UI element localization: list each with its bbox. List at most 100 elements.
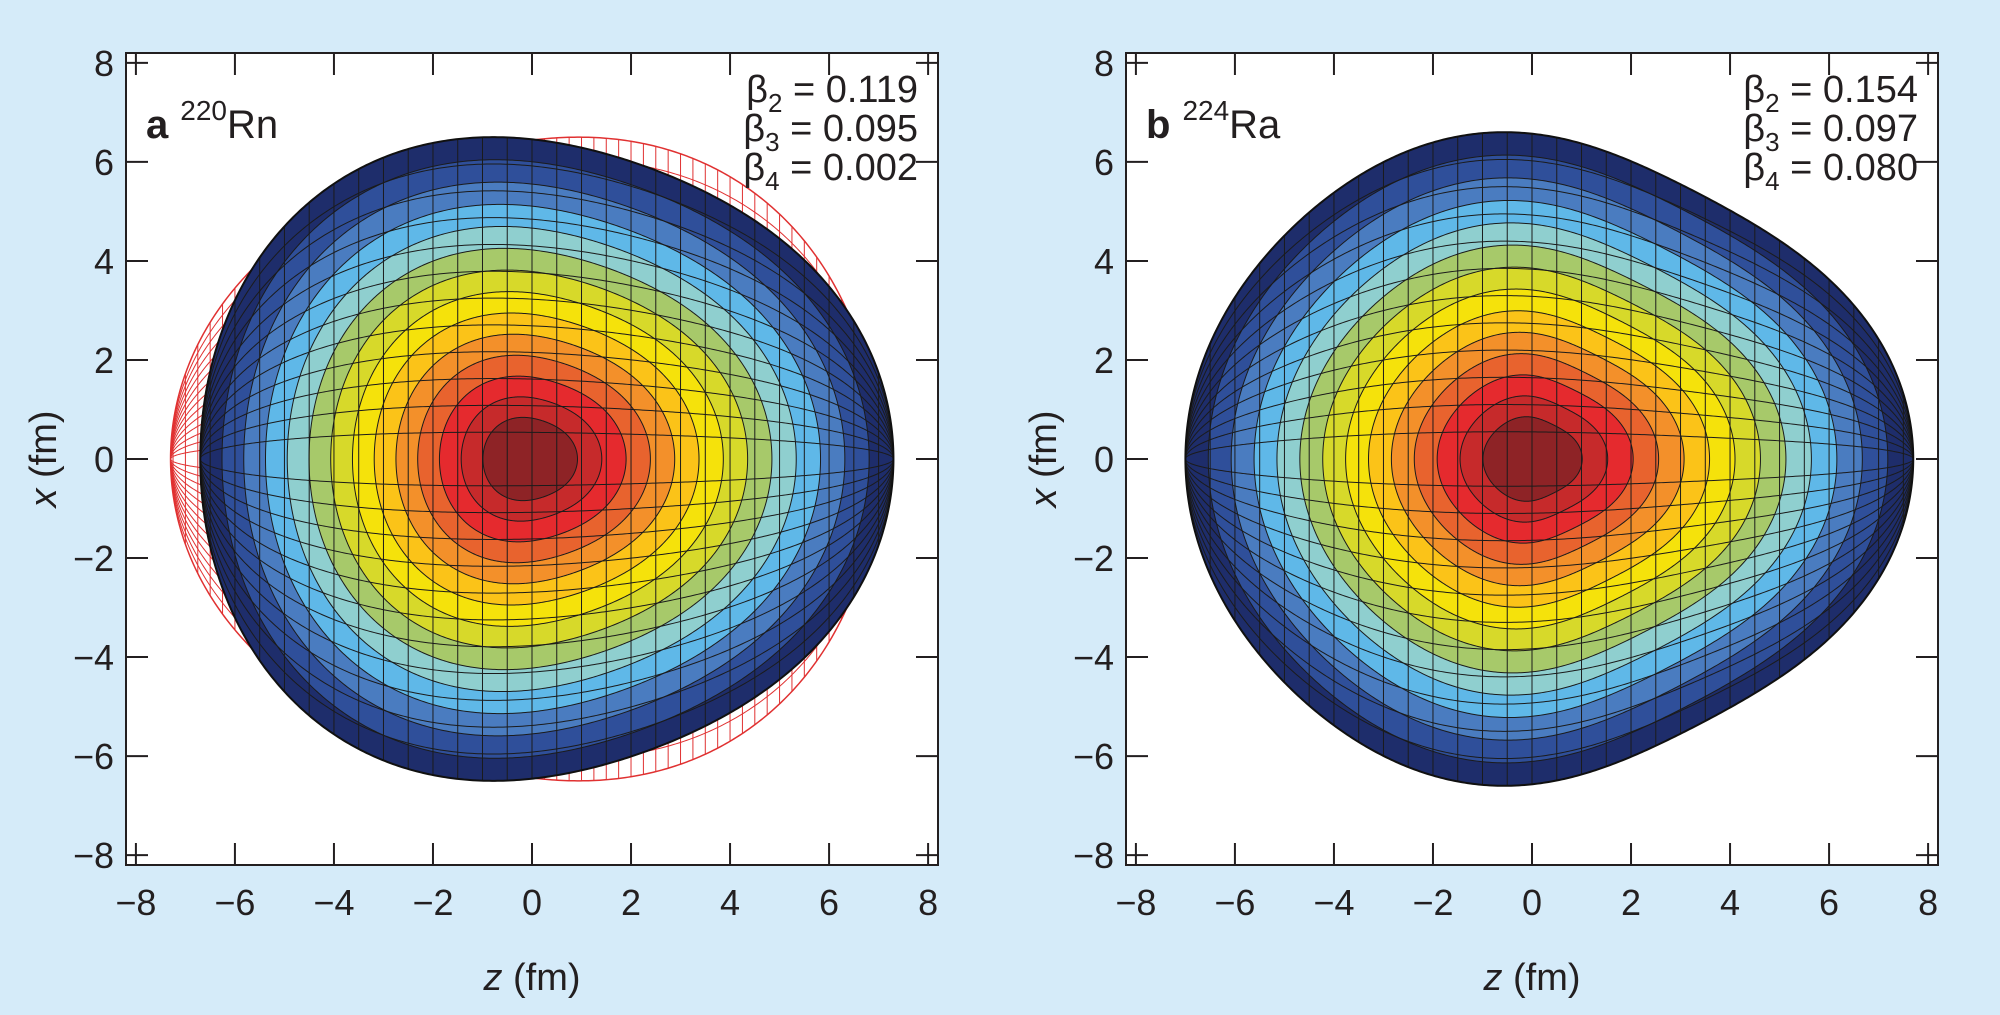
y-tick-label: 0 — [94, 439, 114, 480]
x-tick-label: −6 — [214, 882, 255, 923]
y-axis-title-a: x (fm) — [23, 410, 65, 509]
y-tick-label: −2 — [73, 538, 114, 579]
grid-latitude — [200, 458, 894, 728]
grid-latitude — [1185, 458, 1914, 569]
grid-latitude — [200, 458, 894, 675]
y-tick-label: 8 — [1094, 43, 1114, 84]
x-tick-label: −8 — [1115, 882, 1156, 923]
grid-latitude — [200, 458, 894, 540]
grid-latitude — [200, 217, 894, 460]
panel-a: −8 −6 −4 −2 0 2 4 6 8 −8 −6 −4 −2 0 2 4 6 8 a 220Rn β2 = 0… — [23, 43, 939, 999]
y-tick-label: 0 — [1094, 439, 1114, 480]
x-tick-label: 2 — [1621, 882, 1641, 923]
panel-label-a: a 220Rn — [146, 95, 278, 147]
y-tick-label: −4 — [1073, 637, 1114, 678]
x-tick-label: 4 — [1720, 882, 1740, 923]
beta2-label: β2 = 0.119 — [746, 69, 918, 118]
x-tick-label: −2 — [1412, 882, 1453, 923]
beta4-label: β4 = 0.080 — [1743, 147, 1918, 196]
y-axis-title-b: x (fm) — [1023, 410, 1065, 509]
x-axis-title-b: z (fm) — [1482, 957, 1580, 999]
grid-latitude — [1185, 458, 1914, 514]
grid-latitude — [1185, 240, 1914, 460]
grid-latitude — [200, 458, 894, 621]
beta-values-b: β2 = 0.154 β3 = 0.097 β4 = 0.080 — [1743, 69, 1918, 196]
x-tick-label: 0 — [1522, 882, 1542, 923]
shape-outline — [199, 136, 895, 782]
grid-latitude — [1185, 267, 1914, 460]
beta-values-a: β2 = 0.119 β3 = 0.095 β4 = 0.002 — [743, 69, 918, 196]
x-tick-label: 2 — [621, 882, 641, 923]
beta4-label: β4 = 0.002 — [743, 147, 918, 196]
grid-latitude — [200, 458, 894, 648]
grid-latitude — [200, 458, 894, 755]
axis-ticks-a: −8 −6 −4 −2 0 2 4 6 8 −8 −6 −4 −2 0 2 4 6 8 — [73, 43, 938, 923]
grid-latitude — [1185, 458, 1914, 732]
grid-latitude — [200, 458, 894, 514]
grid-latitude — [200, 458, 894, 701]
grid-latitude — [1185, 458, 1914, 487]
grid-latitude — [1185, 376, 1914, 460]
grid-latitude — [1185, 431, 1914, 460]
reflected-shape-outline — [169, 136, 879, 782]
grid-latitude — [200, 404, 894, 460]
y-tick-label: −6 — [1073, 736, 1114, 777]
y-tick-label: −2 — [1073, 538, 1114, 579]
grid-latitude — [200, 458, 894, 594]
grid-latitude — [200, 458, 894, 487]
y-tick-label: 6 — [1094, 142, 1114, 183]
grid-latitude — [200, 458, 894, 567]
grid-latitude — [1185, 213, 1914, 460]
grid-latitude — [200, 324, 894, 460]
grid-latitude — [1185, 458, 1914, 596]
grid-latitude — [1185, 458, 1914, 678]
grid-latitude — [200, 297, 894, 460]
y-tick-label: 4 — [94, 241, 114, 282]
grid-latitude — [1185, 158, 1914, 460]
beta3-label: β3 = 0.095 — [743, 108, 918, 157]
grid-latitude — [1185, 349, 1914, 460]
grid-latitude — [200, 163, 894, 460]
grid-latitude — [200, 431, 894, 460]
x-tick-label: 6 — [1819, 882, 1839, 923]
beta2-label: β2 = 0.154 — [1743, 69, 1918, 118]
x-tick-label: −8 — [115, 882, 156, 923]
grid-latitude — [1185, 458, 1914, 542]
x-axis-title-a: z (fm) — [482, 957, 580, 999]
nuclear-shape-a — [199, 136, 895, 782]
x-tick-label: 4 — [720, 882, 740, 923]
grid-latitude — [1185, 458, 1914, 623]
grid-latitude — [200, 351, 894, 460]
grid-latitude — [1185, 458, 1914, 760]
x-tick-label: −2 — [412, 882, 453, 923]
x-tick-label: −4 — [1313, 882, 1354, 923]
grid-latitude — [200, 378, 894, 460]
grid-latitude — [200, 243, 894, 460]
grid-latitude — [1185, 322, 1914, 460]
x-tick-label: 8 — [918, 882, 938, 923]
grid-latitude — [1185, 186, 1914, 460]
y-tick-label: 2 — [1094, 340, 1114, 381]
y-tick-label: 4 — [1094, 241, 1114, 282]
panel-label-b: b 224Ra — [1146, 95, 1281, 147]
axis-ticks-b: −8 −6 −4 −2 0 2 4 6 8 −8 −6 −4 −2 0 2 4 6 8 — [1073, 43, 1938, 923]
grid-latitude — [1185, 404, 1914, 460]
y-tick-label: 6 — [94, 142, 114, 183]
y-tick-label: −4 — [73, 637, 114, 678]
shape-outline — [1184, 131, 1915, 787]
y-tick-label: −8 — [73, 835, 114, 876]
beta3-label: β3 = 0.097 — [1743, 108, 1918, 157]
y-tick-label: −6 — [73, 736, 114, 777]
grid-latitude — [1185, 458, 1914, 705]
x-tick-label: 6 — [819, 882, 839, 923]
x-tick-label: 8 — [1918, 882, 1938, 923]
x-tick-label: 0 — [522, 882, 542, 923]
grid-latitude — [1185, 458, 1914, 651]
y-tick-label: 8 — [94, 43, 114, 84]
grid-latitude — [200, 270, 894, 460]
grid-latitude — [200, 190, 894, 460]
panel-b: −8 −6 −4 −2 0 2 4 6 8 −8 −6 −4 −2 0 2 4 6 8 b 224Ra β2 = 0… — [1023, 43, 1939, 999]
x-tick-label: −6 — [1214, 882, 1255, 923]
y-tick-label: −8 — [1073, 835, 1114, 876]
